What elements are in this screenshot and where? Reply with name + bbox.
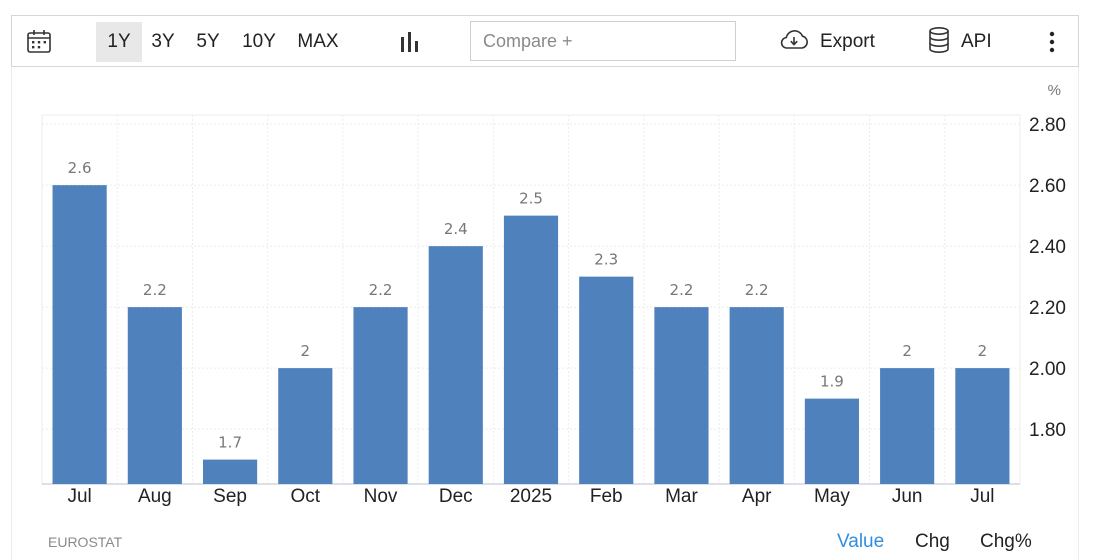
export-button[interactable]: Export [778, 22, 875, 62]
bar[interactable] [955, 368, 1010, 484]
cloud-download-icon [778, 28, 810, 57]
bar-value-label: 2 [301, 342, 311, 360]
x-tick-label: Jul [970, 486, 994, 507]
database-icon [927, 26, 951, 59]
range-3y-button[interactable]: 3Y [151, 31, 175, 52]
chart-area [11, 67, 1079, 560]
bar[interactable] [278, 368, 333, 484]
bar-value-label: 2 [978, 342, 988, 360]
bar-value-label: 2.4 [444, 220, 468, 238]
bar[interactable] [579, 276, 634, 484]
chg-mode-button[interactable]: Chg [915, 531, 950, 552]
range-5y-button[interactable]: 5Y [196, 31, 220, 52]
bar[interactable] [127, 307, 182, 484]
bar-value-label: 2.2 [369, 281, 393, 299]
x-tick-label: Oct [291, 486, 321, 507]
bar[interactable] [353, 307, 408, 484]
x-tick-label: Mar [665, 486, 698, 507]
chart-labels: 1.80 2.00 2.20 2.40 2.60 2.80% 2.6 Jul 2.2 Aug 1.7… [67, 82, 1066, 507]
y-tick-label: 2.80 [1029, 115, 1066, 136]
bar[interactable] [654, 307, 709, 484]
range-10y-button[interactable]: 10Y [242, 31, 276, 52]
y-tick-label: 2.40 [1029, 237, 1066, 258]
bar[interactable] [880, 368, 935, 484]
bar-value-label: 1.7 [218, 434, 242, 452]
bar-chart-icon[interactable] [399, 30, 421, 54]
x-tick-label: Jun [892, 486, 923, 507]
bar-value-label: 1.9 [820, 373, 844, 391]
bar[interactable] [804, 398, 860, 484]
bar[interactable] [202, 459, 258, 484]
value-mode-button[interactable]: Value [837, 531, 885, 552]
calendar-icon[interactable] [26, 28, 52, 54]
x-tick-label: Dec [439, 486, 473, 507]
bar-value-label: 2.3 [594, 251, 618, 269]
source-label: EUROSTAT [48, 534, 123, 550]
bar-value-label: 2.6 [68, 159, 92, 177]
api-label: API [961, 31, 992, 52]
range-1y-button[interactable]: 1Y [96, 22, 142, 62]
compare-input[interactable] [470, 21, 736, 61]
x-tick-label: Jul [67, 486, 91, 507]
bar-value-label: 2.2 [670, 281, 694, 299]
bar-value-label: 2 [902, 342, 912, 360]
x-tick-label: Feb [590, 486, 623, 507]
x-tick-label: May [814, 486, 850, 507]
y-tick-label: 1.80 [1029, 420, 1066, 441]
y-tick-label: 2.20 [1029, 298, 1066, 319]
x-tick-label: Sep [213, 486, 247, 507]
chart-bars [52, 185, 1010, 485]
range-max-button[interactable]: MAX [297, 31, 339, 52]
y-tick-label: 2.60 [1029, 176, 1066, 197]
x-tick-label: Aug [138, 486, 172, 507]
bar[interactable] [52, 185, 107, 484]
more-vertical-icon[interactable] [1042, 28, 1062, 56]
bar-value-label: 2.2 [745, 281, 769, 299]
export-label: Export [820, 31, 875, 52]
bar[interactable] [729, 307, 784, 484]
y-unit-label: % [1048, 82, 1061, 99]
x-tick-label: Apr [742, 486, 772, 507]
chg-pct-mode-button[interactable]: Chg% [980, 531, 1032, 552]
bar-chart: 1.80 2.00 2.20 2.40 2.60 2.80% 2.6 Jul 2.2 Aug 1.7… [41, 82, 1066, 507]
y-tick-label: 2.00 [1029, 359, 1066, 380]
bar[interactable] [428, 246, 483, 484]
chart-toolbar: 1Y 3Y 5Y 10Y MAX Export [11, 15, 1079, 67]
x-tick-label: 2025 [510, 486, 552, 507]
x-tick-label: Nov [364, 486, 398, 507]
api-button[interactable]: API [927, 22, 992, 62]
bar-value-label: 2.2 [143, 281, 167, 299]
bar[interactable] [503, 215, 559, 485]
bar-value-label: 2.5 [519, 190, 543, 208]
